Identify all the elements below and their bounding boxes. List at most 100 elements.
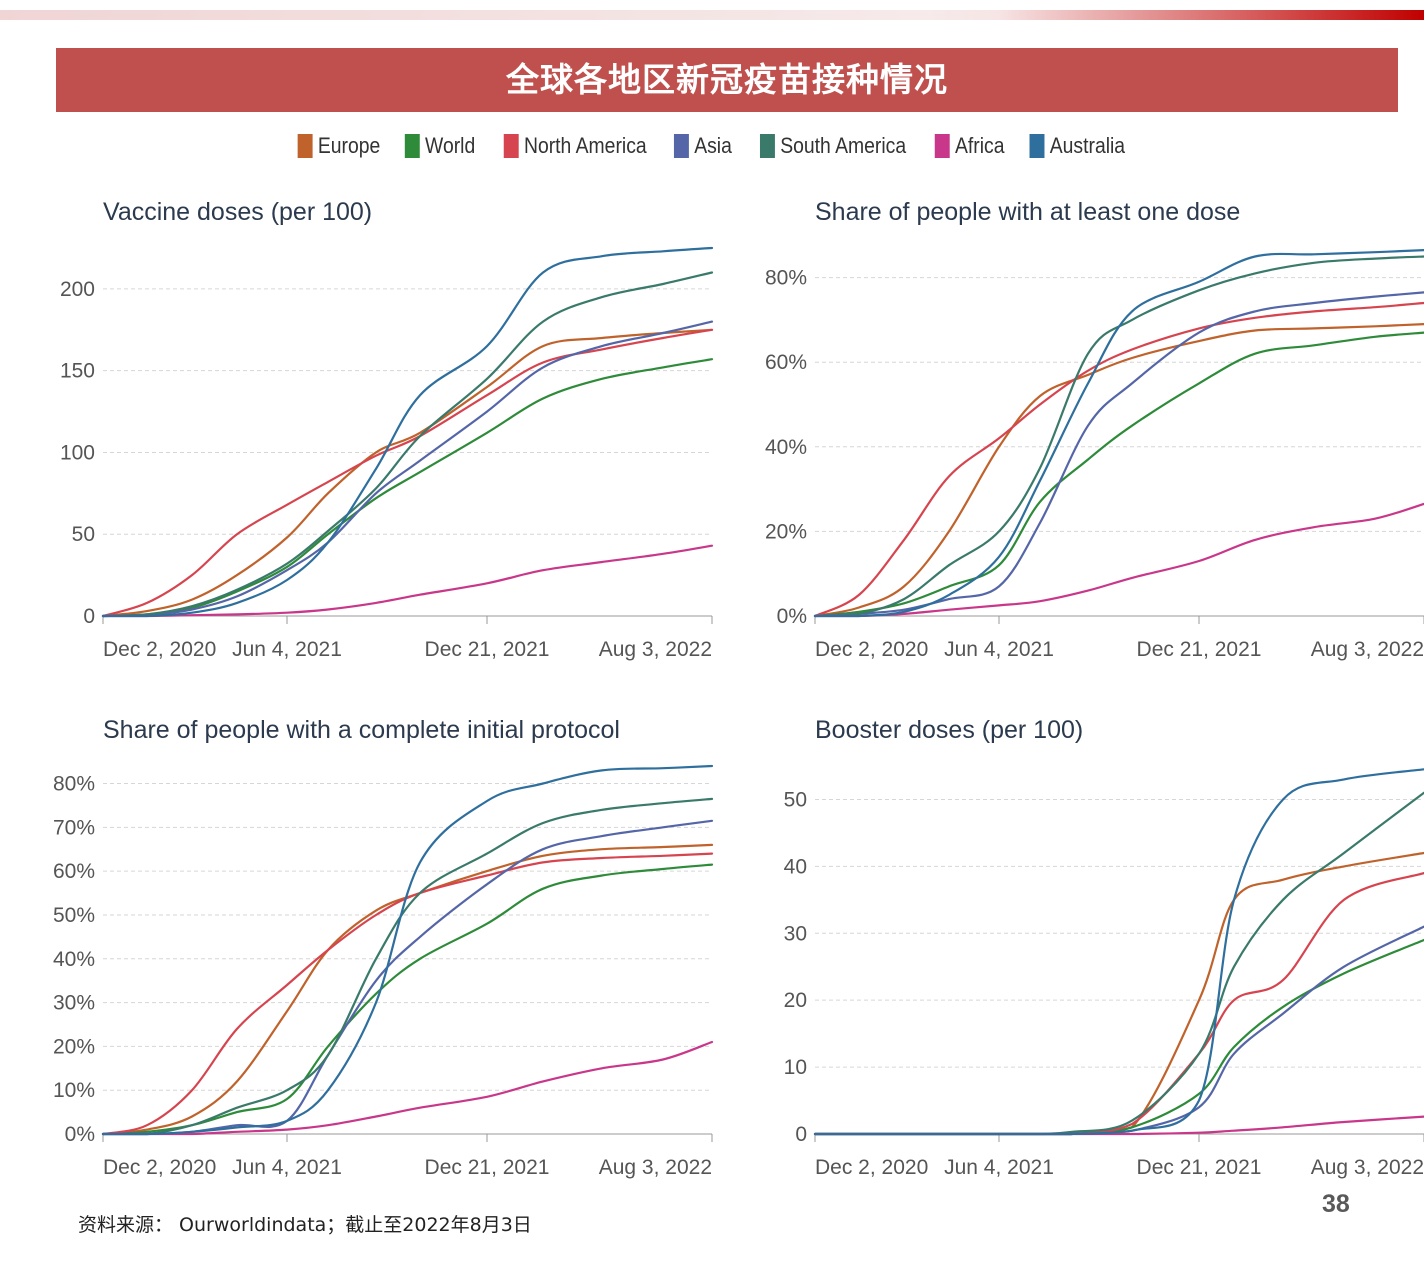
- legend-item-north-america: North America: [503, 133, 647, 159]
- legend-swatch: [934, 134, 950, 158]
- y-tick-label: 100: [60, 441, 95, 464]
- series-line-north-america: [101, 852, 714, 1136]
- y-tick-label: 60%: [765, 351, 807, 374]
- series-line-north-america: [813, 872, 1424, 1136]
- legend-label: World: [424, 133, 476, 158]
- y-tick-label: 80%: [53, 773, 95, 796]
- x-tick-label: Aug 3, 2022: [1311, 638, 1424, 661]
- legend-item-europe: Europe: [297, 133, 381, 159]
- series-line-south-america: [101, 797, 714, 1136]
- series-line-europe: [813, 851, 1424, 1136]
- series-line-europe: [101, 843, 714, 1136]
- series-line-australia: [813, 249, 1424, 618]
- series-line-australia: [101, 764, 714, 1136]
- y-tick-label: 0: [83, 605, 95, 628]
- legend-label: Australia: [1050, 133, 1126, 158]
- y-tick-label: 0%: [777, 605, 807, 628]
- series-line-world: [813, 331, 1424, 618]
- y-tick-label: 150: [60, 360, 95, 383]
- chart-booster-doses: Booster doses (per 100) 0 10 20 30 40 50 Dec 2,…: [784, 716, 1424, 1179]
- legend-label: Asia: [694, 133, 733, 158]
- x-tick-label: Aug 3, 2022: [599, 1156, 712, 1179]
- legend-item-world: World: [404, 133, 476, 159]
- x-tick-label: Dec 21, 2021: [425, 1156, 550, 1179]
- y-tick-label: 30%: [53, 992, 95, 1015]
- legend-swatch: [503, 134, 519, 158]
- y-tick-label: 10%: [53, 1079, 95, 1102]
- series-line-asia: [813, 925, 1424, 1136]
- series-line-world: [101, 863, 714, 1136]
- x-tick-label: Dec 21, 2021: [1137, 1156, 1262, 1179]
- series-line-australia: [813, 768, 1424, 1136]
- y-tick-label: 40: [784, 855, 807, 878]
- chart-vaccine-doses: Vaccine doses (per 100) 0 50 100 150 200 Dec 2…: [60, 198, 714, 661]
- y-tick-label: 50: [784, 788, 807, 811]
- series-line-south-america: [101, 271, 714, 618]
- x-tick-label: Jun 4, 2021: [944, 638, 1054, 661]
- series-line-world: [101, 358, 714, 618]
- chart-title: Vaccine doses (per 100): [103, 198, 372, 226]
- chart-complete-protocol: Share of people with a complete initial …: [53, 716, 714, 1179]
- legend-label: Africa: [955, 133, 1005, 158]
- series-line-africa: [101, 1040, 714, 1136]
- y-tick-label: 50: [72, 523, 95, 546]
- y-tick-label: 10: [784, 1056, 807, 1079]
- x-tick-label: Jun 4, 2021: [232, 638, 342, 661]
- series-line-asia: [101, 320, 714, 618]
- chart-legend: Europe World North America Asia South Americ…: [0, 128, 1424, 164]
- x-tick-label: Dec 2, 2020: [103, 638, 216, 661]
- chart-title: Share of people with a complete initial …: [103, 716, 620, 744]
- y-tick-label: 30: [784, 922, 807, 945]
- x-tick-label: Dec 21, 2021: [1137, 638, 1262, 661]
- legend-swatch: [404, 134, 420, 158]
- legend-label: North America: [523, 133, 647, 158]
- y-tick-label: 20: [784, 989, 807, 1012]
- x-tick-label: Dec 21, 2021: [425, 638, 550, 661]
- series-line-africa: [813, 502, 1424, 618]
- legend-label: Europe: [317, 133, 381, 158]
- y-tick-label: 70%: [53, 816, 95, 839]
- y-tick-label: 50%: [53, 904, 95, 927]
- x-tick-label: Dec 2, 2020: [103, 1156, 216, 1179]
- x-tick-label: Dec 2, 2020: [815, 1156, 928, 1179]
- series-line-australia: [101, 246, 714, 618]
- y-tick-label: 20%: [53, 1035, 95, 1058]
- page-number: 38: [1322, 1190, 1350, 1218]
- series-line-north-america: [101, 328, 714, 618]
- x-tick-label: Dec 2, 2020: [815, 638, 928, 661]
- legend-label: South America: [780, 133, 907, 158]
- top-accent-bar: [0, 10, 1424, 20]
- y-tick-label: 40%: [765, 436, 807, 459]
- series-line-africa: [101, 544, 714, 618]
- series-line-europe: [813, 323, 1424, 618]
- y-tick-label: 40%: [53, 948, 95, 971]
- legend-swatch: [760, 134, 776, 158]
- y-tick-label: 60%: [53, 860, 95, 883]
- legend-swatch: [1029, 134, 1045, 158]
- slide-title: 全球各地区新冠疫苗接种情况: [56, 48, 1398, 112]
- x-tick-label: Jun 4, 2021: [232, 1156, 342, 1179]
- y-tick-label: 0: [795, 1123, 807, 1146]
- legend-item-asia: Asia: [674, 133, 732, 159]
- legend-item-australia: Australia: [1029, 133, 1126, 159]
- x-tick-label: Jun 4, 2021: [944, 1156, 1054, 1179]
- legend-swatch: [297, 134, 313, 158]
- source-note: 资料来源： Ourworldindata；截止至2022年8月3日: [78, 1214, 532, 1236]
- x-tick-label: Aug 3, 2022: [599, 638, 712, 661]
- series-line-europe: [101, 328, 714, 618]
- y-tick-label: 200: [60, 278, 95, 301]
- y-tick-label: 0%: [65, 1123, 95, 1146]
- x-tick-label: Aug 3, 2022: [1311, 1156, 1424, 1179]
- y-tick-label: 20%: [765, 520, 807, 543]
- series-line-world: [813, 938, 1424, 1136]
- legend-item-south-america: South America: [760, 133, 906, 159]
- series-line-south-america: [813, 255, 1424, 618]
- y-tick-label: 80%: [765, 267, 807, 290]
- chart-title: Share of people with at least one dose: [815, 198, 1240, 226]
- chart-title: Booster doses (per 100): [815, 716, 1083, 744]
- series-line-south-america: [813, 791, 1424, 1136]
- legend-item-africa: Africa: [934, 133, 1005, 159]
- series-line-asia: [813, 291, 1424, 618]
- series-line-north-america: [813, 301, 1424, 618]
- legend-swatch: [674, 134, 690, 158]
